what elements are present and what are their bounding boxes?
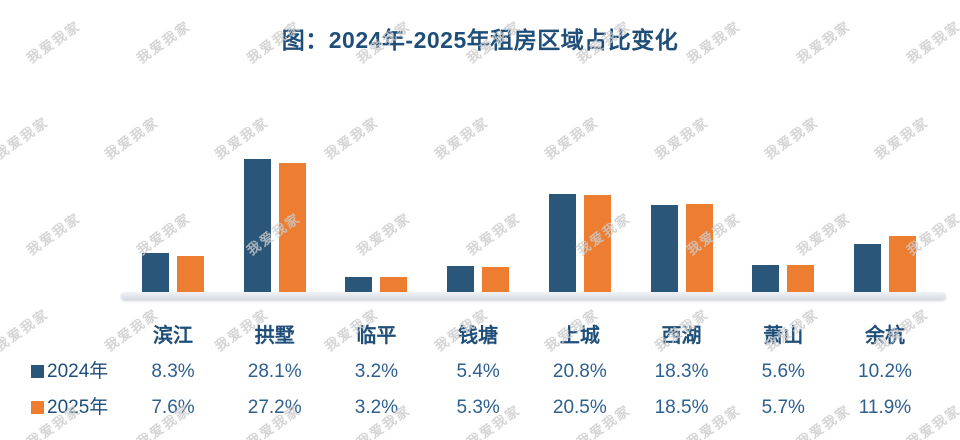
bar-2025年-钱塘 — [482, 267, 510, 292]
col-header-上城: 上城 — [559, 325, 600, 347]
bar-2024年-钱塘 — [447, 266, 475, 292]
value-2025年-上城: 20.5% — [552, 397, 607, 418]
value-2025年-余杭: 11.9% — [858, 397, 912, 418]
value-2024年-滨江: 8.3% — [151, 361, 195, 382]
col-header-临平: 临平 — [356, 325, 397, 347]
bar-2025年-滨江 — [177, 256, 204, 292]
bar-2025年-余杭 — [888, 236, 916, 292]
bar-2024年-拱墅 — [243, 159, 271, 292]
value-2024年-临平: 3.2% — [354, 361, 399, 382]
value-2025年-临平: 3.2% — [354, 397, 399, 418]
col-header-西湖: 西湖 — [661, 325, 702, 347]
table-row-2025: 2025年 7.6% 27.2% 3.2% 5.3% 20.5% 18.5% 5.7% 11.… — [0, 397, 960, 421]
bar-2024年-滨江 — [142, 253, 169, 292]
bar-2024年-余杭 — [853, 244, 881, 292]
value-2024年-钱塘: 5.4% — [456, 361, 500, 382]
col-header-钱塘: 钱塘 — [458, 325, 499, 347]
value-2024年-西湖: 18.3% — [654, 361, 709, 382]
bar-2025年-临平 — [380, 277, 408, 292]
bar-2025年-拱墅 — [278, 163, 306, 292]
bar-2024年-西湖 — [650, 205, 678, 292]
value-2024年-上城: 20.8% — [552, 361, 607, 382]
bar-2024年-上城 — [548, 194, 576, 292]
legend-2025: 2025年 — [31, 397, 108, 419]
col-header-滨江: 滨江 — [153, 325, 193, 347]
legend-swatch-2025-icon — [31, 401, 44, 414]
col-header-萧山: 萧山 — [763, 325, 804, 347]
legend-2024: 2024年 — [31, 361, 108, 383]
value-2025年-拱墅: 27.2% — [247, 397, 302, 418]
value-2024年-余杭: 10.2% — [858, 361, 912, 382]
chart-title: 图：2024年-2025年租房区域占比变化 — [281, 27, 679, 53]
bar-2024年-萧山 — [752, 265, 780, 292]
value-2024年-萧山: 5.6% — [761, 361, 805, 382]
legend-label-2025: 2025年 — [47, 397, 109, 418]
bar-2025年-西湖 — [685, 204, 713, 292]
x-axis-baseline — [121, 292, 946, 300]
bar-2024年-临平 — [345, 277, 373, 292]
legend-label-2024: 2024年 — [47, 361, 109, 382]
col-header-拱墅: 拱墅 — [254, 325, 295, 347]
bar-2025年-萧山 — [787, 265, 815, 292]
bar-2025年-上城 — [583, 195, 611, 292]
value-2024年-拱墅: 28.1% — [247, 361, 302, 382]
value-2025年-钱塘: 5.3% — [456, 397, 500, 418]
legend-swatch-2024-icon — [31, 365, 44, 378]
value-2025年-滨江: 7.6% — [151, 397, 195, 418]
col-header-余杭: 余杭 — [864, 325, 905, 347]
value-2025年-萧山: 5.7% — [761, 397, 805, 418]
table-row-2024: 2024年 8.3% 28.1% 3.2% 5.4% 20.8% 18.3% 5.6% 10.… — [0, 361, 960, 385]
value-2025年-西湖: 18.5% — [654, 397, 709, 418]
